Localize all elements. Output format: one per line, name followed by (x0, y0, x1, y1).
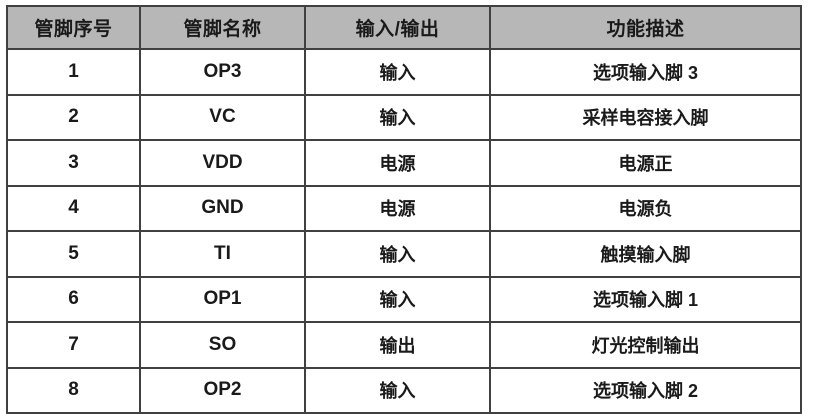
table-row: 6 OP1 输入 选项输入脚 1 (6, 275, 802, 323)
table-header: 管脚序号 管脚名称 输入/输出 功能描述 (6, 5, 802, 50)
cell-input-output: 电源 (304, 184, 491, 232)
cell-pin-number: 8 (6, 366, 141, 414)
cell-input-output: 输入 (304, 366, 491, 414)
cell-pin-name: VDD (139, 139, 306, 187)
cell-pin-name: SO (139, 321, 306, 369)
cell-pin-name: OP3 (139, 48, 306, 96)
column-header-pin-number: 管脚序号 (6, 5, 141, 50)
cell-pin-number: 3 (6, 139, 141, 187)
cell-pin-name: GND (139, 184, 306, 232)
table-row: 7 SO 输出 灯光控制输出 (6, 321, 802, 369)
column-header-function-description: 功能描述 (489, 5, 802, 50)
cell-pin-name: VC (139, 93, 306, 141)
cell-description: 触摸输入脚 (489, 230, 802, 278)
cell-input-output: 输入 (304, 48, 491, 96)
cell-input-output: 输入 (304, 230, 491, 278)
table-row: 5 TI 输入 触摸输入脚 (6, 230, 802, 278)
table-row: 8 OP2 输入 选项输入脚 2 (6, 366, 802, 414)
table-row: 2 VC 输入 采样电容接入脚 (6, 93, 802, 141)
cell-pin-name: OP1 (139, 275, 306, 323)
cell-input-output: 输入 (304, 93, 491, 141)
cell-input-output: 输出 (304, 321, 491, 369)
cell-pin-number: 2 (6, 93, 141, 141)
cell-pin-number: 5 (6, 230, 141, 278)
table-row: 1 OP3 输入 选项输入脚 3 (6, 48, 802, 96)
pin-description-table: 管脚序号 管脚名称 输入/输出 功能描述 1 OP3 输入 选项输入脚 3 2 … (6, 5, 802, 414)
cell-description: 采样电容接入脚 (489, 93, 802, 141)
table-row: 4 GND 电源 电源负 (6, 184, 802, 232)
pin-description-table-container: 管脚序号 管脚名称 输入/输出 功能描述 1 OP3 输入 选项输入脚 3 2 … (6, 5, 802, 414)
cell-input-output: 电源 (304, 139, 491, 187)
cell-pin-number: 1 (6, 48, 141, 96)
table-body: 1 OP3 输入 选项输入脚 3 2 VC 输入 采样电容接入脚 3 VDD 电… (6, 48, 802, 414)
cell-input-output: 输入 (304, 275, 491, 323)
cell-pin-name: OP2 (139, 366, 306, 414)
cell-pin-number: 4 (6, 184, 141, 232)
cell-description: 选项输入脚 3 (489, 48, 802, 96)
cell-description: 灯光控制输出 (489, 321, 802, 369)
cell-pin-name: TI (139, 230, 306, 278)
cell-pin-number: 6 (6, 275, 141, 323)
cell-pin-number: 7 (6, 321, 141, 369)
column-header-pin-name: 管脚名称 (139, 5, 306, 50)
cell-description: 电源正 (489, 139, 802, 187)
column-header-input-output: 输入/输出 (304, 5, 491, 50)
table-row: 3 VDD 电源 电源正 (6, 139, 802, 187)
table-header-row: 管脚序号 管脚名称 输入/输出 功能描述 (6, 5, 802, 50)
cell-description: 电源负 (489, 184, 802, 232)
cell-description: 选项输入脚 1 (489, 275, 802, 323)
cell-description: 选项输入脚 2 (489, 366, 802, 414)
